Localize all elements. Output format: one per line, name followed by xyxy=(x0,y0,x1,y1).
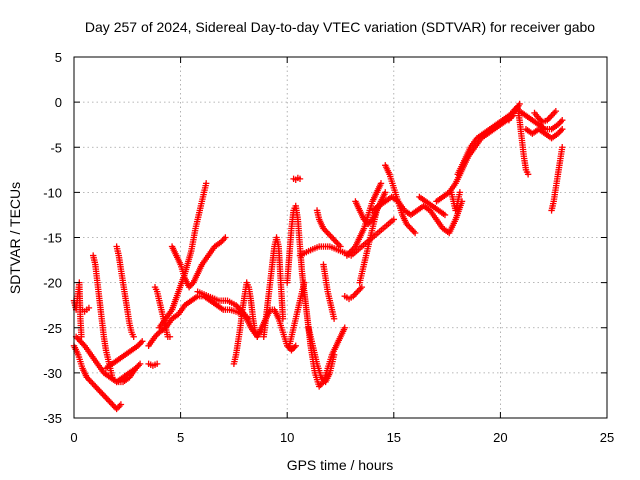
data-point xyxy=(377,180,385,187)
data-point xyxy=(85,304,93,312)
data-point xyxy=(130,333,137,340)
y-tick-label: -10 xyxy=(43,185,62,200)
data-point xyxy=(337,243,344,250)
tick-labels: 0 5 10 15 20 25 5 0 -5 -10 -15 -20 -25 -30 -35 xyxy=(43,50,614,445)
series-32 xyxy=(433,112,517,205)
data-point xyxy=(78,333,85,340)
data-point xyxy=(296,175,304,183)
data-point xyxy=(456,189,464,196)
series-0 xyxy=(70,342,125,413)
data-point xyxy=(390,216,397,223)
x-tick-label: 25 xyxy=(600,430,614,445)
x-tick-label: 20 xyxy=(493,430,507,445)
data-point xyxy=(382,189,389,196)
series-7 xyxy=(113,360,144,386)
x-axis-label: GPS time / hours xyxy=(287,457,394,473)
y-tick-label: -15 xyxy=(43,231,62,246)
grid xyxy=(74,57,607,418)
data-point xyxy=(552,107,560,115)
series-3 xyxy=(79,304,93,315)
data-point xyxy=(153,360,161,368)
x-tick-label: 10 xyxy=(280,430,294,445)
data-point xyxy=(330,315,338,322)
series-25 xyxy=(341,283,366,303)
data-point xyxy=(117,401,125,408)
chart-title: Day 257 of 2024, Sidereal Day-to-day VTE… xyxy=(85,19,595,35)
data-point xyxy=(411,229,419,237)
series-11 xyxy=(156,180,210,331)
y-tick-label: -5 xyxy=(50,140,62,155)
series-23 xyxy=(313,207,344,250)
data-point xyxy=(341,324,348,331)
series-5 xyxy=(113,243,137,340)
series-12 xyxy=(168,234,229,291)
series-38 xyxy=(531,107,560,126)
y-tick-label: -35 xyxy=(43,411,62,426)
data-point xyxy=(330,351,338,359)
y-tick-label: -25 xyxy=(43,321,62,336)
x-tick-label: 0 xyxy=(70,430,77,445)
series-33 xyxy=(448,189,464,214)
x-tick-label: 5 xyxy=(177,430,184,445)
series-30 xyxy=(382,162,419,237)
data-point xyxy=(222,234,229,241)
data-point xyxy=(279,315,287,322)
data-point xyxy=(441,211,449,219)
tick-marks xyxy=(73,56,608,419)
y-axis-label: SDTVAR / TECUs xyxy=(7,182,23,294)
series-14 xyxy=(230,279,259,368)
series-24 xyxy=(320,261,338,322)
data-point xyxy=(358,283,366,291)
data-point xyxy=(109,374,116,381)
data-point xyxy=(139,338,146,345)
data-point xyxy=(559,126,566,133)
series-31 xyxy=(416,193,449,219)
x-tick-label: 15 xyxy=(387,430,401,445)
y-tick-label: -30 xyxy=(43,366,62,381)
series-39 xyxy=(548,144,566,214)
y-tick-label: 5 xyxy=(55,50,62,65)
data-point xyxy=(559,144,566,151)
series-8 xyxy=(145,360,161,369)
series-6 xyxy=(102,338,146,372)
y-tick-label: -20 xyxy=(43,276,62,291)
series-37 xyxy=(522,126,566,142)
data-point xyxy=(136,360,144,368)
series-17 xyxy=(284,202,306,286)
series-18 xyxy=(290,174,304,183)
data-point xyxy=(559,116,566,124)
data-point xyxy=(202,180,210,187)
y-tick-label: 0 xyxy=(55,95,62,110)
series-4 xyxy=(89,252,116,381)
data-point xyxy=(166,333,174,340)
data-point xyxy=(292,342,299,349)
series-21 xyxy=(305,324,338,386)
data-point xyxy=(524,171,532,178)
series-16 xyxy=(260,234,287,340)
